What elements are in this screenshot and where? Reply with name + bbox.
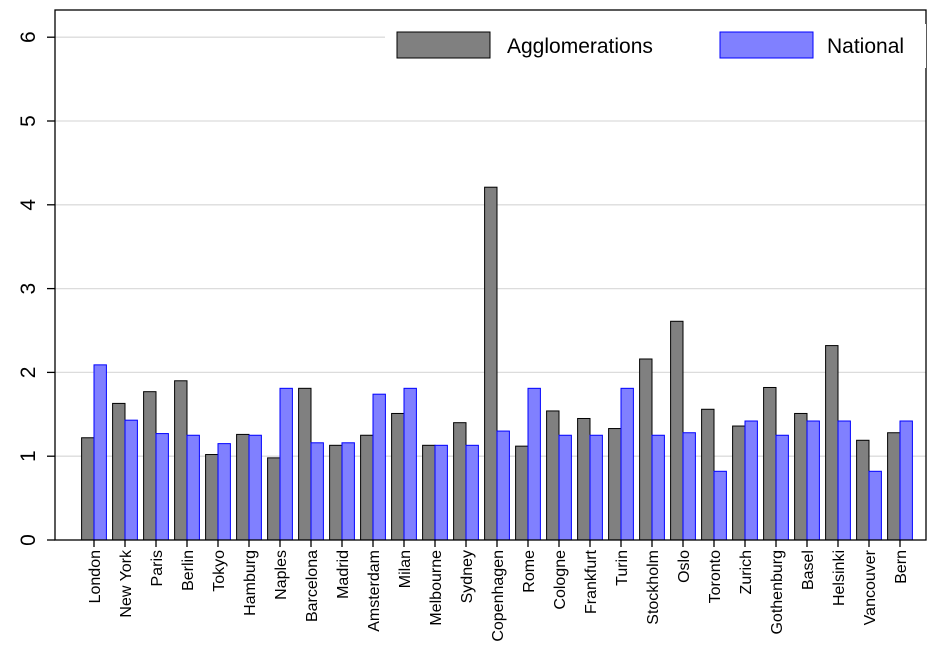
bar-agglomerations-cologne [546, 410, 560, 541]
bar-agglomerations-stockholm [639, 358, 653, 541]
bar-national-zurich [744, 420, 758, 541]
x-tick-label: Rome [521, 550, 538, 593]
legend-swatch-national [719, 31, 814, 59]
x-tick-label: Copenhagen [490, 550, 507, 642]
bar-agglomerations-barcelona [298, 387, 312, 541]
bar-agglomerations-hamburg [236, 433, 250, 541]
y-axis-ticks: 0 1 2 3 4 5 6 [17, 31, 55, 546]
bar-national-barcelona [310, 442, 324, 541]
x-tick-label: London [87, 550, 104, 603]
legend: Agglomerations National [385, 24, 926, 68]
bar-national-frankfurt [589, 434, 603, 541]
x-tick-label: New York [118, 549, 135, 618]
bar-agglomerations-oslo [670, 320, 684, 541]
x-tick-label: Berlin [180, 550, 197, 591]
bar-national-cologne [558, 434, 572, 541]
x-tick-label: Helsinki [831, 550, 848, 606]
y-tick-label: 4 [17, 199, 40, 211]
x-tick-label: Madrid [335, 550, 352, 599]
bar-national-turin [620, 387, 634, 541]
x-tick-label: Tokyo [211, 550, 228, 592]
bar-national-madrid [341, 442, 355, 541]
bar-agglomerations-new-york [112, 402, 126, 541]
bar-national-milan [403, 387, 417, 541]
bar-national-paris [155, 433, 169, 541]
bar-national-new-york [124, 419, 138, 541]
bar-national-vancouver [868, 470, 882, 541]
x-tick-label: Basel [800, 550, 817, 590]
x-tick-label: Melbourne [428, 550, 445, 626]
bar-national-rome [527, 387, 541, 541]
bar-national-melbourne [434, 444, 448, 541]
bar-national-amsterdam [372, 393, 386, 541]
x-tick-label: Barcelona [304, 550, 321, 622]
bar-agglomerations-berlin [174, 380, 188, 541]
bar-agglomerations-helsinki [825, 345, 839, 541]
x-tick-label: Vancouver [862, 549, 879, 625]
x-tick-label: Hamburg [242, 550, 259, 616]
legend-swatch-agglomerations [396, 31, 491, 59]
bar-agglomerations-vancouver [856, 439, 870, 541]
x-tick-label: Sydney [459, 550, 476, 603]
bar-agglomerations-madrid [329, 444, 343, 541]
bar-agglomerations-gothenburg [763, 386, 777, 541]
bar-agglomerations-amsterdam [360, 434, 374, 541]
bar-agglomerations-frankfurt [577, 417, 591, 541]
legend-label-agglomerations: Agglomerations [507, 35, 653, 58]
bars [81, 186, 913, 541]
bar-national-bern [899, 420, 913, 541]
x-tick-label: Toronto [707, 550, 724, 603]
x-tick-label: Zurich [738, 550, 755, 594]
x-tick-label: Frankfurt [583, 549, 600, 614]
bar-agglomerations-zurich [732, 425, 746, 541]
bar-agglomerations-sydney [453, 422, 467, 541]
x-tick-label: Milan [397, 550, 414, 588]
bar-agglomerations-naples [267, 457, 281, 541]
bar-agglomerations-paris [143, 391, 157, 541]
legend-label-national: National [827, 35, 904, 58]
plot-frame [54, 9, 927, 541]
bar-national-basel [806, 420, 820, 541]
bar-national-helsinki [837, 420, 851, 541]
bar-national-toronto [713, 470, 727, 541]
x-tick-label: Naples [273, 550, 290, 600]
x-tick-label: Paris [149, 550, 166, 586]
bar-agglomerations-london [81, 437, 95, 541]
bar-national-copenhagen [496, 430, 510, 541]
bar-national-hamburg [248, 434, 262, 541]
bar-national-stockholm [651, 434, 665, 541]
y-tick-label: 5 [17, 115, 40, 127]
bar-agglomerations-milan [391, 412, 405, 541]
y-tick-label: 3 [17, 283, 40, 295]
bar-agglomerations-toronto [701, 408, 715, 541]
x-tick-label: Oslo [676, 550, 693, 583]
bar-national-naples [279, 387, 293, 541]
x-axis-labels: London New York Paris Berlin Tokyo Hamburg Nap… [87, 540, 910, 642]
bar-agglomerations-basel [794, 412, 808, 541]
x-tick-label: Turin [614, 550, 631, 586]
bar-agglomerations-tokyo [205, 454, 219, 541]
axes [54, 9, 927, 541]
x-tick-label: Cologne [552, 550, 569, 610]
bar-agglomerations-copenhagen [484, 186, 498, 541]
bar-national-berlin [186, 434, 200, 541]
x-tick-label: Amsterdam [366, 550, 383, 632]
bar-national-tokyo [217, 443, 231, 541]
x-tick-label: Bern [893, 550, 910, 584]
bar-agglomerations-turin [608, 428, 622, 541]
y-tick-label: 1 [17, 450, 40, 462]
y-tick-label: 6 [17, 31, 40, 43]
y-tick-label: 2 [17, 367, 40, 379]
bar-national-gothenburg [775, 434, 789, 541]
y-tick-label: 0 [17, 534, 40, 546]
bar-national-sydney [465, 444, 479, 541]
x-tick-label: Stockholm [645, 550, 662, 625]
bar-national-london [93, 364, 107, 541]
bar-agglomerations-bern [887, 432, 901, 541]
bar-national-oslo [682, 432, 696, 541]
x-tick-label: Gothenburg [769, 550, 786, 635]
bar-agglomerations-rome [515, 445, 529, 541]
bar-agglomerations-melbourne [422, 444, 436, 541]
